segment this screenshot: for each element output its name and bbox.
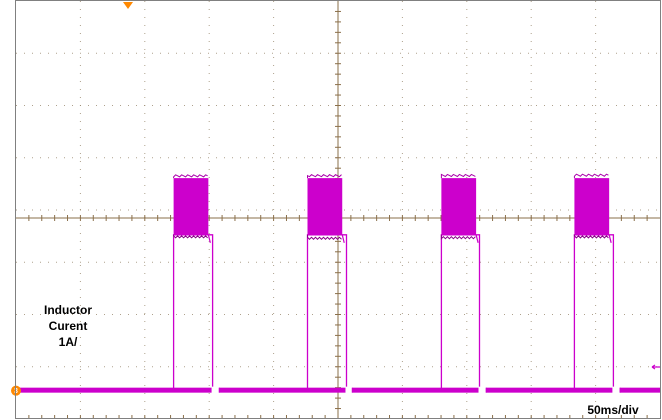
trace-gap-2	[345, 386, 353, 395]
trace-gap-3	[478, 386, 487, 395]
inductor-current-trace	[16, 173, 660, 395]
trace-burst-top-1	[173, 174, 208, 179]
signal-label-line-1: Inductor	[44, 303, 92, 317]
trace-burst-2	[307, 178, 343, 235]
trigger-position-marker	[123, 2, 133, 9]
trace-burst-tail-4	[608, 234, 612, 243]
trace-burst-4	[574, 178, 610, 235]
trace-burst-top-4	[573, 173, 609, 179]
signal-label: Inductor Curent 1A/	[28, 302, 108, 350]
trace-burst-top-2	[306, 174, 342, 179]
trace-burst-1	[173, 178, 209, 235]
timebase-label: 50ms/div	[587, 403, 639, 417]
trace-gap-1	[211, 386, 220, 395]
channel-number: 3	[14, 388, 18, 395]
signal-label-line-2: Curent	[48, 319, 88, 333]
trigger-level-arrow	[651, 364, 660, 370]
trace-baseline-band	[16, 387, 660, 393]
trace-burst-bottom-3	[440, 234, 476, 240]
signal-label-line-3: 1A/	[58, 335, 78, 349]
trace-burst-tail-3	[475, 234, 479, 243]
trace-burst-top-3	[440, 173, 476, 179]
screen-frame	[15, 0, 661, 419]
trace-burst-bottom-1	[173, 234, 208, 239]
trace-burst-3	[441, 178, 477, 235]
trace-burst-tail-1	[207, 234, 211, 243]
trace-burst-tail-2	[341, 234, 345, 243]
trace-gap-4	[612, 386, 621, 395]
trace-burst-bottom-2	[306, 234, 342, 240]
trace-burst-bottom-4	[573, 234, 609, 239]
